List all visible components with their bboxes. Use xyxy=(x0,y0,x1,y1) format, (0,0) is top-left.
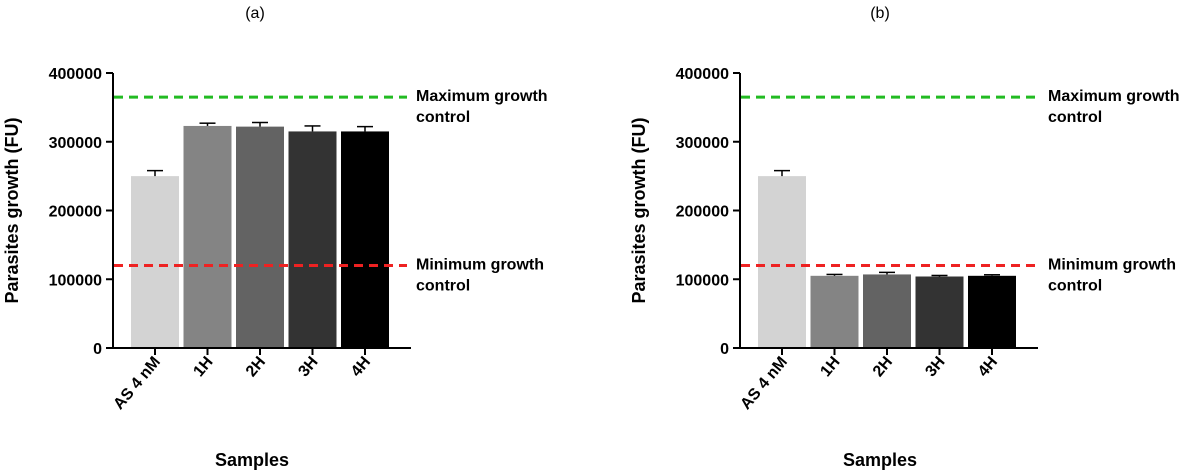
x-tick-label: AS 4 nM xyxy=(737,354,791,413)
reference-label: Minimum growth xyxy=(416,257,544,274)
y-tick-label: 200000 xyxy=(49,204,102,221)
y-tick-label: 300000 xyxy=(676,135,729,152)
bar-as-4-nm xyxy=(758,176,806,348)
x-tick-label: 2H xyxy=(243,354,269,381)
panel-a: (a) 0 100000 200000 300000 400000 AS 4 nM 1H 2H 3… xyxy=(2,5,548,470)
x-tick-label: AS 4 nM xyxy=(110,354,164,413)
x-tick-label: 1H xyxy=(190,354,216,381)
reference-label: control xyxy=(416,109,470,126)
x-axis-label: Samples xyxy=(843,450,917,470)
bar-2h xyxy=(863,274,911,348)
y-tick-label: 200000 xyxy=(676,204,729,221)
bar-4h xyxy=(968,275,1016,348)
x-tick-label: 3H xyxy=(295,354,321,381)
bar-as-4-nm xyxy=(131,176,179,348)
x-tick-label: 3H xyxy=(922,354,948,381)
bar-3h xyxy=(915,276,964,348)
reference-label: control xyxy=(1048,278,1102,295)
x-tick-label: 4H xyxy=(975,354,1001,381)
x-tick-label: 2H xyxy=(870,354,896,381)
panel-label: (b) xyxy=(870,5,890,22)
bar-4h xyxy=(341,131,389,348)
reference-label: control xyxy=(416,278,470,295)
reference-label: control xyxy=(1048,109,1102,126)
bar-1h xyxy=(810,275,859,348)
reference-label: Maximum growth xyxy=(416,88,548,105)
x-tick-label: 1H xyxy=(817,354,843,381)
y-tick-label: 100000 xyxy=(49,272,102,289)
y-tick-label: 0 xyxy=(93,341,102,358)
x-tick-label: 4H xyxy=(348,354,374,381)
y-tick-label: 300000 xyxy=(49,135,102,152)
reference-label: Maximum growth xyxy=(1048,88,1180,105)
y-tick-label: 400000 xyxy=(49,66,102,83)
panel-b: (b) 0 100000 200000 300000 400000 AS 4 nM 1H 2H 3… xyxy=(629,5,1180,470)
bar-3h xyxy=(288,131,337,348)
y-axis-label: Parasites growth (FU) xyxy=(629,117,649,303)
y-tick-label: 0 xyxy=(720,341,729,358)
y-tick-label: 100000 xyxy=(676,272,729,289)
reference-label: Minimum growth xyxy=(1048,257,1176,274)
panel-label: (a) xyxy=(245,5,265,22)
bar-1h xyxy=(183,125,232,348)
y-axis-label: Parasites growth (FU) xyxy=(2,117,22,303)
bar-2h xyxy=(236,126,284,348)
y-tick-label: 400000 xyxy=(676,66,729,83)
x-axis-label: Samples xyxy=(215,450,289,470)
